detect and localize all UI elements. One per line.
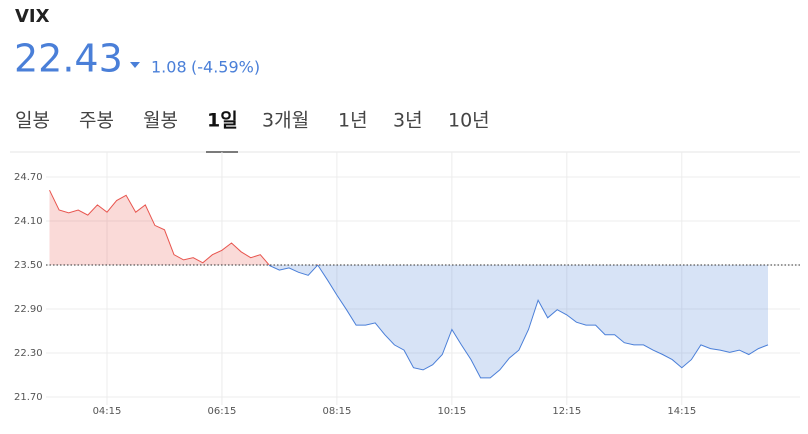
x-tick-label: 12:15 <box>552 406 581 417</box>
y-tick-label: 24.70 <box>14 172 43 183</box>
tab[interactable]: 1년 <box>338 110 368 132</box>
price-line <box>49 189 769 379</box>
x-tick-label: 08:15 <box>322 406 351 417</box>
price: 22.43 <box>14 37 123 81</box>
tab[interactable]: 1일 <box>207 110 238 132</box>
x-tick-label: 04:15 <box>93 406 122 417</box>
y-tick-label: 22.30 <box>14 348 43 359</box>
change-percent: (-4.59%) <box>191 58 260 77</box>
tab[interactable]: 10년 <box>448 110 490 132</box>
tabs: 일봉 주봉 월봉 1일 3개월 1년 3년 10년 <box>15 110 490 153</box>
tab[interactable]: 월봉 <box>143 110 178 132</box>
plot: 24.70 24.10 23.50 22.90 22.30 21.70 04:15 06:15… <box>14 152 800 417</box>
y-tick-label: 23.50 <box>14 260 43 271</box>
y-tick-label: 22.90 <box>14 304 43 315</box>
y-tick-label: 21.70 <box>14 392 43 403</box>
y-tick-label: 24.10 <box>14 216 43 227</box>
down-arrow <box>130 62 140 68</box>
tab[interactable]: 주봉 <box>79 110 114 132</box>
tab[interactable]: 3개월 <box>262 110 309 132</box>
tab[interactable]: 일봉 <box>15 110 50 132</box>
x-tick-label: 10:15 <box>437 406 466 417</box>
area <box>49 190 768 378</box>
change: 1.08 <box>151 58 187 77</box>
x-tick-label: 14:15 <box>667 406 696 417</box>
x-tick-label: 06:15 <box>208 406 237 417</box>
tab[interactable]: 3년 <box>393 110 423 132</box>
symbol: VIX <box>15 6 50 27</box>
